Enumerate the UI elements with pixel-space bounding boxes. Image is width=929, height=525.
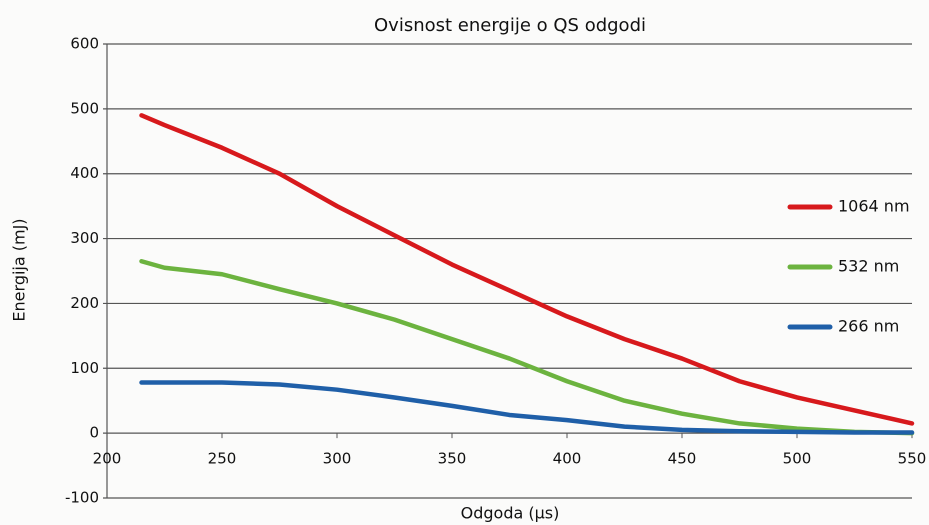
x-tick-label: 450 [668, 450, 697, 468]
y-tick-label: -100 [65, 489, 99, 507]
x-tick-label: 550 [898, 450, 927, 468]
data-line [139, 259, 915, 436]
y-tick-label: 100 [70, 359, 99, 377]
x-axis-label: Odgoda (µs) [461, 504, 560, 523]
y-tick-label: 0 [89, 424, 99, 442]
legend-label: 266 nm [838, 317, 899, 336]
x-tick-label: 200 [93, 450, 122, 468]
y-tick-label: 500 [70, 99, 99, 117]
y-tick-label: 400 [70, 164, 99, 182]
x-tick-label: 500 [783, 450, 812, 468]
chart-title: Ovisnost energije o QS odgodi [374, 15, 646, 36]
y-tick-label: 200 [70, 294, 99, 312]
x-tick-label: 250 [208, 450, 237, 468]
y-tick-label: 300 [70, 229, 99, 247]
x-tick-label: 350 [438, 450, 467, 468]
legend-label: 1064 nm [838, 197, 910, 216]
data-line [139, 113, 915, 426]
legend-label: 532 nm [838, 257, 899, 276]
x-tick-label: 400 [553, 450, 582, 468]
y-tick-label: 600 [70, 35, 99, 53]
x-tick-label: 300 [323, 450, 352, 468]
y-axis-label: Energija (mJ) [10, 218, 29, 321]
data-line [139, 380, 915, 435]
